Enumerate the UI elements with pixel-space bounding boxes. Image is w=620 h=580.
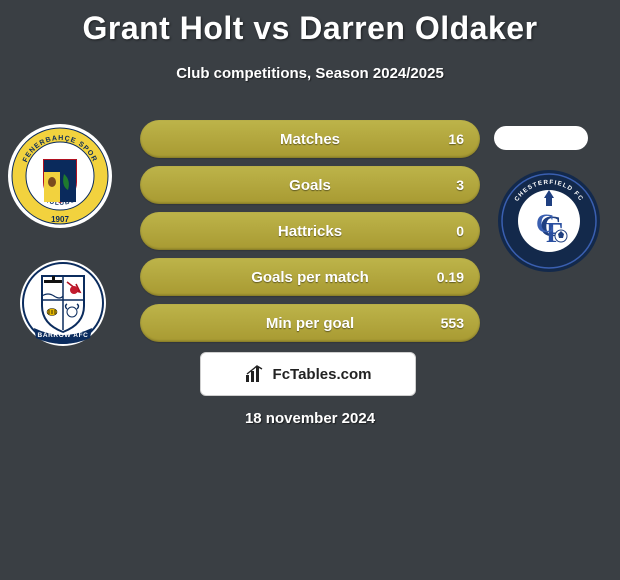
page-title: Grant Holt vs Darren Oldaker	[0, 0, 620, 47]
fenerbahce-year: 1907	[51, 215, 69, 224]
stat-value-right: 16	[448, 131, 464, 147]
barrow-crest: BARROW AFC	[20, 260, 106, 346]
white-pill	[494, 126, 588, 150]
stat-value-right: 3	[456, 177, 464, 193]
stat-row-mpg: Min per goal 553	[140, 304, 480, 342]
brand-card: FcTables.com	[200, 352, 416, 396]
stat-label: Matches	[280, 131, 340, 148]
stat-label: Goals per match	[251, 269, 369, 286]
stat-row-hattricks: Hattricks 0	[140, 212, 480, 250]
stat-value-right: 0	[456, 223, 464, 239]
stat-label: Min per goal	[266, 315, 354, 332]
stat-label: Goals	[289, 177, 331, 194]
stat-value-right: 0.19	[437, 269, 464, 285]
stat-label: Hattricks	[278, 223, 342, 240]
chesterfield-crest: CHESTERFIELD FC C F C	[498, 170, 600, 272]
stat-row-goals: Goals 3	[140, 166, 480, 204]
fenerbahce-crest: FENERBAHÇE SPOR KULÜBÜ 1907	[8, 124, 112, 228]
stat-row-gpm: Goals per match 0.19	[140, 258, 480, 296]
date-text: 18 november 2024	[0, 410, 620, 427]
bars-icon	[245, 365, 267, 383]
stats-block: Matches 16 Goals 3 Hattricks 0 Goals per…	[140, 120, 480, 350]
stat-row-matches: Matches 16	[140, 120, 480, 158]
page-subtitle: Club competitions, Season 2024/2025	[0, 65, 620, 82]
brand-text: FcTables.com	[273, 366, 372, 383]
chesterfield-crest-svg: CHESTERFIELD FC C F C	[498, 170, 600, 272]
barrow-text: BARROW AFC	[38, 332, 89, 339]
barrow-crest-svg: BARROW AFC	[20, 260, 106, 346]
fenerbahce-crest-svg: FENERBAHÇE SPOR KULÜBÜ 1907	[8, 124, 112, 228]
chesterfield-letter-c2: C	[536, 209, 555, 238]
stat-value-right: 553	[441, 315, 464, 331]
